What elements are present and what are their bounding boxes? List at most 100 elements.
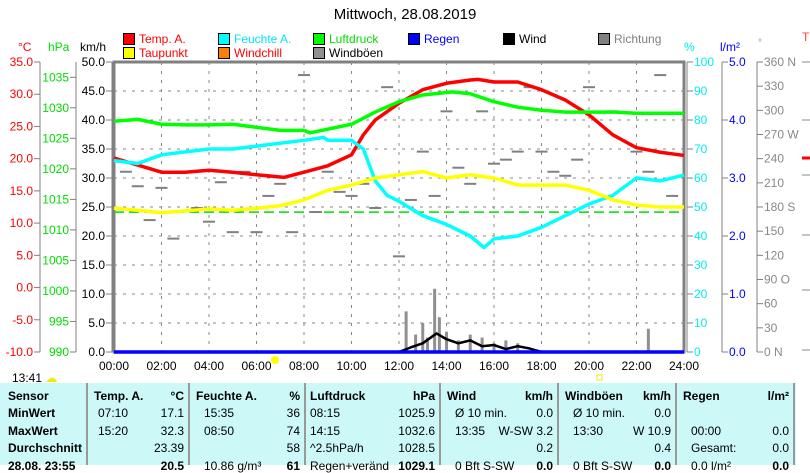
- direction-tick-label: 90 O: [764, 273, 790, 287]
- humidity-tick-label: 90: [694, 84, 708, 98]
- table-cell: 08:15: [310, 406, 341, 420]
- legend-label: Taupunkt: [139, 46, 188, 60]
- wind-tick-label: 45.0: [82, 84, 106, 98]
- table-column: Regen l/m² 00:00 0.0 Gesamt: 0.0 0.0 l/m² 0.0: [677, 383, 795, 473]
- gust-bar: [433, 288, 437, 352]
- table-cell: Ø 10 min.: [573, 406, 626, 420]
- direction-point: [404, 198, 417, 201]
- direction-point: [369, 207, 382, 209]
- table-cell: 0 Bft S-SW: [573, 458, 633, 473]
- temp-tick-label: 35.0: [10, 55, 34, 69]
- table-cell: %: [289, 389, 300, 403]
- gust-bar: [504, 340, 508, 352]
- pressure-tick-label: 1030: [42, 101, 69, 115]
- legend-swatch: [218, 47, 230, 59]
- gust-bar: [480, 337, 484, 352]
- table-cell: 20.5: [160, 458, 184, 473]
- table-cell: hPa: [412, 389, 435, 403]
- direction-point: [642, 170, 655, 173]
- table-cell: 00:00: [691, 423, 722, 438]
- table-cell: Luftdruck: [310, 389, 366, 403]
- table-cell: 0.2: [536, 441, 553, 455]
- direction-point: [357, 182, 370, 185]
- temp-tick-label: 10.0: [10, 216, 34, 230]
- rain-unit: l/m²: [720, 40, 740, 54]
- legend-swatch: [313, 47, 325, 59]
- table-cell: 08:50: [204, 423, 235, 438]
- series-feuchte-a-: [113, 135, 685, 250]
- table-column: Luftdruck hPa 08:15 1025.9 14:15 1032.6 ^2.5hP…: [306, 383, 441, 473]
- table-cell: 0.0: [654, 458, 671, 473]
- direction-point: [666, 194, 679, 197]
- table-cell: 28.08. 23:55: [8, 458, 76, 473]
- legend-label: Richtung: [614, 32, 662, 46]
- table-cell: Wind: [447, 389, 477, 403]
- table-cell: 61: [286, 458, 300, 473]
- direction-point: [333, 190, 346, 193]
- x-tick-label: 12:00: [384, 359, 414, 373]
- table-cell: km/h: [524, 389, 553, 403]
- legend-swatch: [408, 33, 420, 45]
- humidity-tick-label: 20: [694, 287, 708, 301]
- temp-tick-label: -5.0: [12, 313, 33, 327]
- direction-tick-label: 120: [764, 248, 784, 262]
- table-cell: W-SW 3.2: [498, 423, 553, 438]
- table-cell: °C: [170, 389, 184, 403]
- temp-tick-label: 20.0: [10, 152, 34, 166]
- legend-item: Taupunkt: [123, 46, 188, 60]
- humidity-tick-label: 80: [694, 113, 708, 127]
- direction-unit: °: [758, 38, 762, 49]
- x-tick-label: 16:00: [479, 359, 509, 373]
- x-tick-label: 10:00: [336, 359, 366, 373]
- direction-point: [250, 231, 263, 234]
- direction-point: [393, 255, 405, 258]
- temp-tick-label: 5.0: [16, 248, 33, 262]
- legend-item: Windchill: [218, 46, 282, 60]
- direction-point: [559, 174, 572, 177]
- direction-tick-label: 270 W: [764, 128, 799, 142]
- x-tick-label: 14:00: [431, 359, 461, 373]
- table-cell: 0.0 l/m²: [691, 458, 732, 473]
- rain-tick-label: 5.0: [729, 55, 746, 69]
- x-tick-label: 06:00: [241, 359, 271, 373]
- direction-point: [167, 237, 180, 240]
- gust-bar: [404, 311, 408, 352]
- x-tick-label: 22:00: [621, 359, 651, 373]
- wind-tick-label: 15.0: [82, 258, 106, 272]
- direction-point: [488, 162, 500, 165]
- x-tick-label: 04:00: [194, 359, 224, 373]
- pressure-tick-label: 1025: [42, 131, 69, 145]
- direction-tick-label: 300: [764, 103, 784, 117]
- table-cell: 1032.6: [398, 423, 435, 438]
- wind-tick-label: 0.0: [88, 345, 105, 359]
- table-cell: Windböen: [565, 389, 623, 403]
- table-cell: 0 Bft S-SW: [455, 458, 515, 473]
- x-tick-label: 24:00: [669, 359, 699, 373]
- direction-point: [440, 110, 453, 113]
- pressure-tick-label: 1005: [42, 253, 69, 267]
- direction-point: [535, 150, 548, 153]
- pressure-tick-label: 995: [49, 314, 69, 328]
- direction-point: [511, 150, 524, 153]
- rain-tick-label: 4.0: [729, 113, 746, 127]
- direction-point: [416, 150, 429, 153]
- table-cell: 0.0: [772, 458, 789, 473]
- direction-point: [203, 220, 215, 223]
- pressure-tick-label: 1010: [42, 223, 69, 237]
- table-cell: 36: [286, 406, 300, 420]
- wind-tick-label: 5.0: [88, 316, 105, 330]
- temp-tick-label: 0.0: [16, 281, 33, 295]
- legend-item: Windböen: [313, 46, 383, 60]
- humidity-tick-label: 100: [694, 55, 714, 69]
- gust-bar: [445, 331, 448, 352]
- table-cell: 32.3: [160, 423, 184, 438]
- legend-item: Richtung: [598, 32, 661, 46]
- direction-tick-label: 180 S: [764, 200, 795, 214]
- table-cell: Ø 10 min.: [455, 406, 508, 420]
- direction-tick-label: 150: [764, 224, 784, 238]
- table-column: Wind km/h Ø 10 min. 0.0 13:35 W-SW 3.2 0.2 0 Bf…: [441, 383, 559, 473]
- legend-item: Temp. A.: [123, 32, 186, 46]
- pressure-unit: hPa: [48, 40, 70, 54]
- gust-bar: [646, 328, 650, 352]
- weather-chart: 35.0 30.0 25.0 20.0 15.0 10.0 5.0 0.0 -5.0 -10.0 1…: [6, 55, 810, 381]
